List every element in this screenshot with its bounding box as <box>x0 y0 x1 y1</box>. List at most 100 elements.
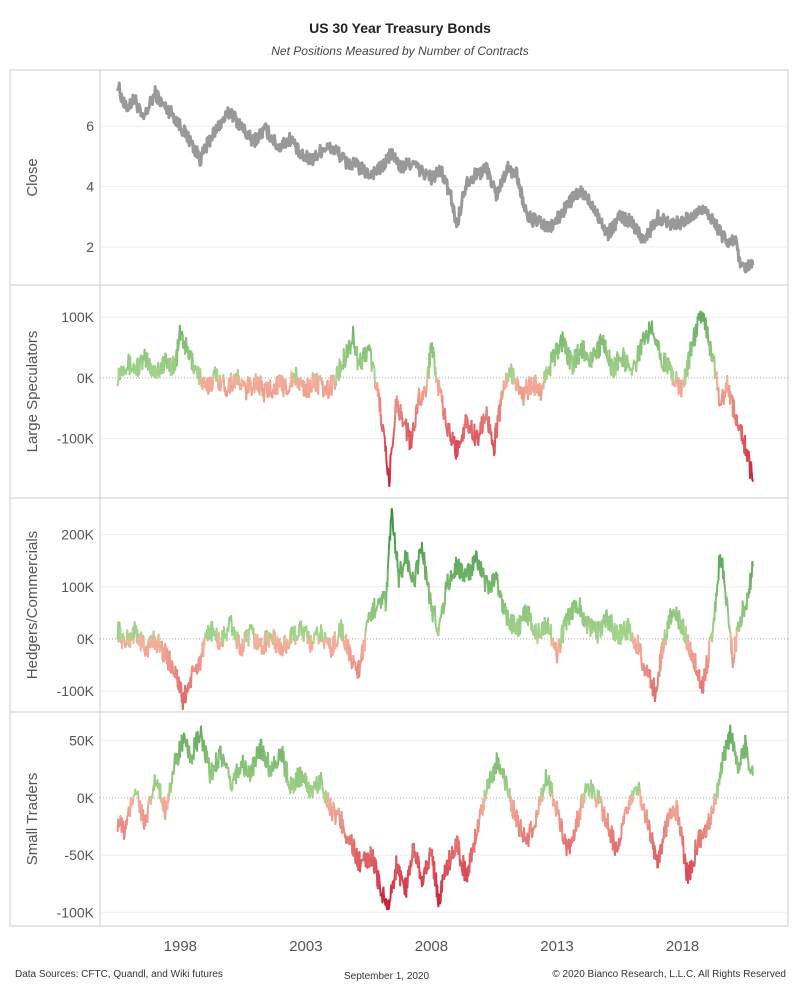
line-segment <box>457 558 461 579</box>
line-segment <box>291 376 295 388</box>
y-tick-label: 0K <box>77 790 95 806</box>
line-segment <box>547 617 550 632</box>
line-segment <box>636 345 640 355</box>
line-segment <box>400 411 404 420</box>
line-segment <box>672 370 675 384</box>
line-segment <box>583 791 586 804</box>
line-segment <box>577 355 581 365</box>
line-segment <box>462 855 465 865</box>
line-segment <box>477 822 480 833</box>
line-segment <box>442 605 446 615</box>
y-tick-label: 0K <box>77 370 95 386</box>
line-segment <box>470 419 474 440</box>
chart-subtitle: Net Positions Measured by Number of Cont… <box>271 44 529 58</box>
line-segment <box>277 754 280 765</box>
line-segment <box>363 631 367 652</box>
line-segment <box>408 563 411 574</box>
line-segment <box>217 749 220 769</box>
line-segment <box>663 629 667 643</box>
line-segment <box>706 326 710 342</box>
line-segment <box>480 567 484 578</box>
line-segment <box>321 629 324 642</box>
line-segment <box>337 807 341 817</box>
line-segment <box>723 585 727 595</box>
y-axis-title: Small Traders <box>24 773 41 866</box>
line-segment <box>396 551 399 568</box>
y-tick-label: 200K <box>61 527 94 543</box>
line-segment <box>600 800 604 811</box>
line-segment <box>496 414 499 439</box>
line-segment <box>451 845 454 856</box>
line-segment <box>601 619 604 636</box>
line-segment <box>307 630 311 644</box>
line-segment <box>597 790 601 801</box>
line-segment <box>729 724 732 738</box>
line-segment <box>519 615 522 635</box>
line-segment <box>286 639 289 649</box>
x-tick-label: 2008 <box>415 938 448 955</box>
y-axis-title: Close <box>24 158 41 196</box>
line-segment <box>164 352 168 364</box>
line-segment <box>230 614 233 625</box>
line-segment <box>593 790 596 801</box>
line-segment <box>267 381 270 391</box>
line-segment <box>505 780 509 791</box>
line-segment <box>506 609 510 620</box>
line-segment <box>747 451 751 464</box>
y-axis-title: Hedgers/Commercials <box>24 531 41 679</box>
line-segment <box>635 360 638 373</box>
line-segment <box>142 634 146 652</box>
line-segment <box>422 868 426 882</box>
line-segment <box>389 520 392 541</box>
line-segment <box>378 880 382 890</box>
line-segment <box>151 638 154 648</box>
line-segment <box>342 348 346 369</box>
line-segment <box>151 789 154 798</box>
line-segment <box>437 627 440 637</box>
line-segment <box>379 397 382 417</box>
line-segment <box>338 814 341 824</box>
line-segment <box>184 346 187 355</box>
line-segment <box>417 855 421 865</box>
line-segment <box>408 440 412 451</box>
line-segment <box>324 632 327 642</box>
line-segment <box>391 436 395 447</box>
line-segment <box>750 461 753 474</box>
line-segment <box>136 790 140 801</box>
line-segment <box>138 356 142 371</box>
line-segment <box>707 655 710 669</box>
line-segment <box>378 874 381 883</box>
line-segment <box>282 750 286 767</box>
line-segment <box>692 652 695 668</box>
line-segment <box>493 427 497 453</box>
x-tick-label: 2013 <box>540 938 573 955</box>
line-segment <box>680 826 683 838</box>
line-segment <box>169 782 173 794</box>
line-segment <box>353 841 356 860</box>
line-segment <box>169 664 173 674</box>
line-segment <box>495 752 499 765</box>
y-tick-label: 2 <box>86 239 94 255</box>
line-segment <box>705 824 708 837</box>
line-segment <box>390 884 394 894</box>
line-segment <box>551 782 554 795</box>
line-segment <box>387 546 390 558</box>
line-segment <box>639 643 643 659</box>
line-segment <box>349 648 353 660</box>
line-segment <box>675 606 678 616</box>
line-segment <box>152 630 156 644</box>
line-segment <box>264 642 268 653</box>
line-segment <box>390 447 393 456</box>
line-segment <box>553 356 557 367</box>
line-segment <box>396 400 400 410</box>
line-segment <box>414 406 417 428</box>
line-segment <box>665 818 668 837</box>
line-segment <box>720 395 723 403</box>
line-segment <box>730 637 734 659</box>
line-segment <box>620 823 623 840</box>
line-segment <box>416 396 420 408</box>
data-sources: Data Sources: CFTC, Quandl, and Wiki fut… <box>15 969 223 980</box>
x-tick-label: 2003 <box>289 938 322 955</box>
line-segment <box>658 844 662 863</box>
line-segment <box>315 776 319 790</box>
